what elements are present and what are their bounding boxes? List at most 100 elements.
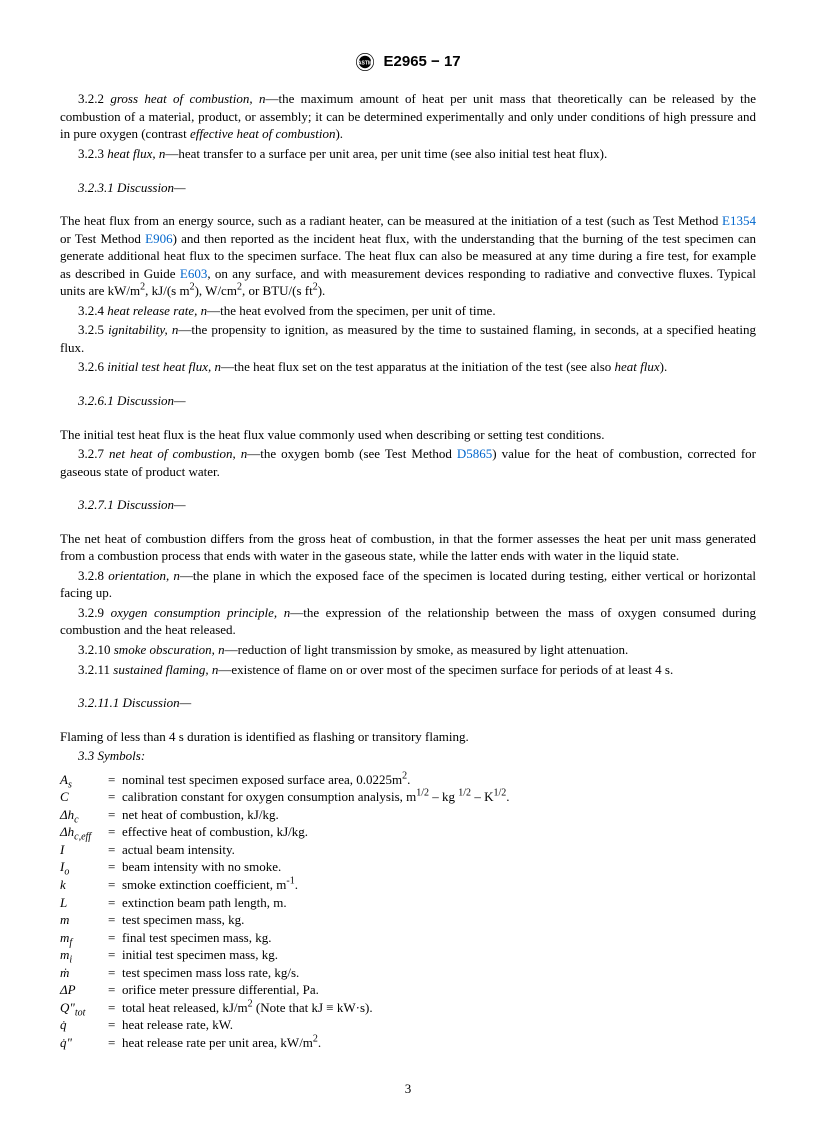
link-D5865[interactable]: D5865 bbox=[457, 446, 492, 461]
symbol-name: Δhc,eff bbox=[60, 823, 108, 841]
def-text: —existence of flame on or over most of t… bbox=[218, 662, 673, 677]
link-E1354[interactable]: E1354 bbox=[722, 213, 756, 228]
discussion-heading-3-2-3-1: 3.2.3.1 Discussion— bbox=[60, 179, 756, 197]
def-num: 3.2.6 bbox=[78, 359, 104, 374]
definition-3-2-9: 3.2.9 oxygen consumption principle, n—th… bbox=[60, 604, 756, 639]
def-text: —reduction of light transmission by smok… bbox=[225, 642, 629, 657]
symbol-row: q̇=heat release rate, kW. bbox=[60, 1016, 756, 1034]
def-text: —the heat flux set on the test apparatus… bbox=[221, 359, 615, 374]
definition-3-2-4: 3.2.4 heat release rate, n—the heat evol… bbox=[60, 302, 756, 320]
def-tail: ). bbox=[660, 359, 668, 374]
def-term: heat release rate, n bbox=[107, 303, 207, 318]
symbol-eq: = bbox=[108, 823, 122, 841]
symbol-name: Io bbox=[60, 858, 108, 876]
symbol-eq: = bbox=[108, 946, 122, 964]
symbol-row: Δhc=net heat of combustion, kJ/kg. bbox=[60, 806, 756, 824]
symbols-heading: 3.3 Symbols: bbox=[60, 747, 756, 765]
symbol-row: L=extinction beam path length, m. bbox=[60, 894, 756, 912]
def-term: oxygen consumption principle, n bbox=[111, 605, 291, 620]
document-id: E2965 − 17 bbox=[384, 53, 461, 70]
symbol-definition: smoke extinction coefficient, m-1. bbox=[122, 876, 756, 894]
symbol-name: m bbox=[60, 911, 108, 929]
symbol-definition: beam intensity with no smoke. bbox=[122, 858, 756, 876]
symbol-eq: = bbox=[108, 981, 122, 999]
text-run: , kJ/(s m bbox=[145, 283, 189, 298]
def-term: net heat of combustion, n bbox=[109, 446, 247, 461]
text-run: ). bbox=[318, 283, 326, 298]
symbol-definition: effective heat of combustion, kJ/kg. bbox=[122, 823, 756, 841]
symbol-definition: heat release rate, kW. bbox=[122, 1016, 756, 1034]
discussion-label: 3.2.11.1 Discussion— bbox=[78, 695, 191, 710]
symbol-name: As bbox=[60, 771, 108, 789]
symbol-eq: = bbox=[108, 999, 122, 1017]
symbol-row: C=calibration constant for oxygen consum… bbox=[60, 788, 756, 806]
symbol-definition: calibration constant for oxygen consumpt… bbox=[122, 788, 756, 806]
symbol-definition: total heat released, kJ/m2 (Note that kJ… bbox=[122, 999, 756, 1017]
text-run: or Test Method bbox=[60, 231, 145, 246]
symbol-eq: = bbox=[108, 841, 122, 859]
symbol-definition: orifice meter pressure differential, Pa. bbox=[122, 981, 756, 999]
discussion-heading-3-2-7-1: 3.2.7.1 Discussion— bbox=[60, 496, 756, 514]
text-run: ), W/cm bbox=[195, 283, 237, 298]
definition-3-2-5: 3.2.5 ignitability, n—the propensity to … bbox=[60, 321, 756, 356]
def-num: 3.2.3 bbox=[78, 146, 104, 161]
def-term: orientation, n bbox=[108, 568, 180, 583]
def-num: 3.2.5 bbox=[78, 322, 104, 337]
symbol-eq: = bbox=[108, 858, 122, 876]
symbol-name: q̇" bbox=[60, 1034, 108, 1052]
symbol-definition: net heat of combustion, kJ/kg. bbox=[122, 806, 756, 824]
def-tail: ). bbox=[335, 126, 343, 141]
page-header: ASTM E2965 − 17 bbox=[60, 52, 756, 72]
symbol-row: mf=final test specimen mass, kg. bbox=[60, 929, 756, 947]
symbol-name: mf bbox=[60, 929, 108, 947]
symbol-row: k=smoke extinction coefficient, m-1. bbox=[60, 876, 756, 894]
discussion-label: 3.2.6.1 Discussion— bbox=[78, 393, 186, 408]
def-term: gross heat of combustion, n bbox=[110, 91, 265, 106]
symbol-definition: nominal test specimen exposed surface ar… bbox=[122, 771, 756, 789]
symbol-name: C bbox=[60, 788, 108, 806]
link-E906[interactable]: E906 bbox=[145, 231, 172, 246]
symbol-name: mi bbox=[60, 946, 108, 964]
page-number: 3 bbox=[60, 1080, 756, 1098]
symbol-definition: final test specimen mass, kg. bbox=[122, 929, 756, 947]
symbol-row: I=actual beam intensity. bbox=[60, 841, 756, 859]
def-num: 3.2.9 bbox=[78, 605, 104, 620]
def-ital-tail: heat flux bbox=[615, 359, 660, 374]
discussion-heading-3-2-6-1: 3.2.6.1 Discussion— bbox=[60, 392, 756, 410]
def-text: —heat transfer to a surface per unit are… bbox=[165, 146, 607, 161]
discussion-body-3-2-6-1: The initial test heat flux is the heat f… bbox=[60, 426, 756, 444]
symbol-definition: initial test specimen mass, kg. bbox=[122, 946, 756, 964]
symbol-eq: = bbox=[108, 771, 122, 789]
def-ital-tail: effective heat of combustion bbox=[190, 126, 335, 141]
discussion-body-3-2-11-1: Flaming of less than 4 s duration is ide… bbox=[60, 728, 756, 746]
symbol-row: mi=initial test specimen mass, kg. bbox=[60, 946, 756, 964]
symbol-name: k bbox=[60, 876, 108, 894]
symbol-name: ṁ bbox=[60, 964, 108, 982]
definition-3-2-2: 3.2.2 gross heat of combustion, n—the ma… bbox=[60, 90, 756, 143]
def-num: 3.2.11 bbox=[78, 662, 110, 677]
symbol-row: As=nominal test specimen exposed surface… bbox=[60, 771, 756, 789]
text-run: Flaming of less than 4 s duration is ide… bbox=[60, 729, 469, 744]
symbol-name: ΔP bbox=[60, 981, 108, 999]
discussion-label: 3.2.7.1 Discussion— bbox=[78, 497, 186, 512]
def-term: initial test heat flux, n bbox=[107, 359, 221, 374]
page: ASTM E2965 − 17 3.2.2 gross heat of comb… bbox=[0, 0, 816, 1137]
symbol-name: I bbox=[60, 841, 108, 859]
def-num: 3.2.7 bbox=[78, 446, 104, 461]
def-num: 3.2.2 bbox=[78, 91, 104, 106]
text-run: , or BTU/(s ft bbox=[242, 283, 313, 298]
text-run: The initial test heat flux is the heat f… bbox=[60, 427, 604, 442]
svg-text:ASTM: ASTM bbox=[358, 61, 372, 67]
symbol-row: ṁ=test specimen mass loss rate, kg/s. bbox=[60, 964, 756, 982]
def-term: heat flux, n bbox=[107, 146, 165, 161]
symbol-eq: = bbox=[108, 911, 122, 929]
symbol-row: q̇"=heat release rate per unit area, kW/… bbox=[60, 1034, 756, 1052]
text-run: The net heat of combustion differs from … bbox=[60, 531, 756, 564]
symbol-eq: = bbox=[108, 964, 122, 982]
def-num: 3.2.8 bbox=[78, 568, 104, 583]
def-text: —the oxygen bomb (see Test Method bbox=[247, 446, 457, 461]
symbol-definition: extinction beam path length, m. bbox=[122, 894, 756, 912]
symbols-table: As=nominal test specimen exposed surface… bbox=[60, 771, 756, 1052]
definition-3-2-6: 3.2.6 initial test heat flux, n—the heat… bbox=[60, 358, 756, 376]
link-E603[interactable]: E603 bbox=[180, 266, 207, 281]
